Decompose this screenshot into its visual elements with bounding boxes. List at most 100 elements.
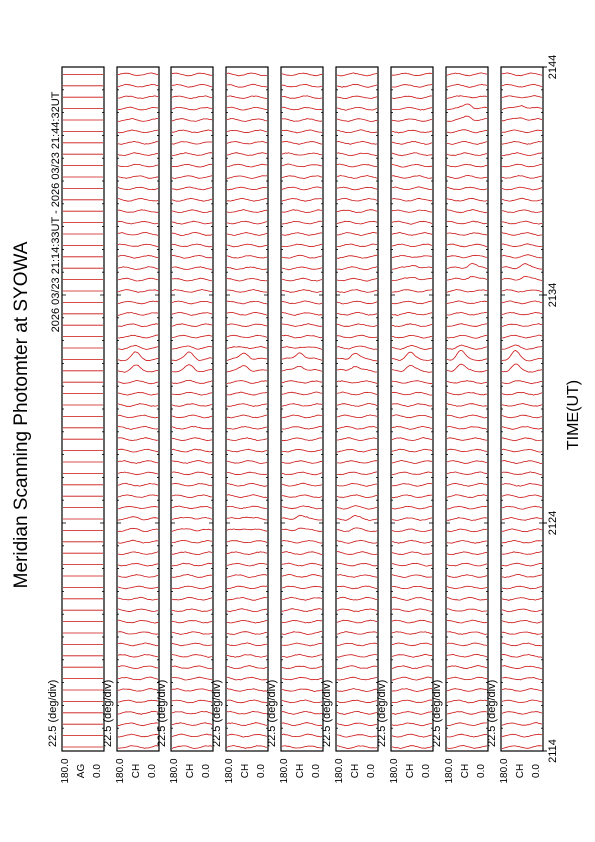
scan-trace [281, 312, 323, 316]
scan-trace [226, 232, 268, 236]
scan-trace [226, 699, 268, 704]
scan-trace [391, 95, 433, 100]
scan-trace [336, 414, 378, 419]
scale-label: 22.5 (deg/div) [266, 680, 278, 747]
scan-trace [281, 562, 323, 567]
scan-trace [171, 505, 213, 510]
scan-trace [171, 448, 213, 453]
scan-trace [501, 311, 543, 316]
scan-trace [391, 699, 433, 704]
scan-trace [117, 118, 159, 122]
scan-trace [281, 289, 323, 293]
scan-trace [392, 72, 433, 77]
scan-trace [446, 642, 488, 647]
scan-trace [281, 539, 323, 544]
scan-trace [391, 403, 433, 407]
scan-trace [117, 608, 159, 613]
scan-trace [391, 118, 433, 122]
scan-trace [391, 300, 433, 305]
scan-trace [391, 311, 433, 316]
scan-trace [446, 254, 488, 259]
panel-3: 22.5 (deg/div)180.0 CH 0.0 [156, 66, 214, 784]
scan-trace [117, 494, 159, 498]
scan-trace [391, 448, 433, 453]
scan-trace [117, 745, 159, 749]
y-top-label: 180.0 [169, 758, 180, 783]
scan-trace [171, 437, 213, 442]
scan-trace [171, 345, 213, 350]
scan-trace [171, 654, 213, 658]
scan-trace [281, 745, 322, 749]
scan-trace [391, 517, 433, 521]
scan-trace [391, 722, 433, 727]
scan-trace [501, 471, 543, 476]
scan-trace [336, 562, 378, 567]
y-bottom-label: 0.0 [311, 764, 322, 778]
scan-trace [117, 562, 159, 567]
scan-trace [391, 631, 433, 635]
scan-trace [501, 263, 543, 270]
scan-trace [336, 514, 378, 521]
scan-trace [446, 596, 488, 601]
scan-trace [117, 391, 159, 396]
scan-trace [281, 471, 323, 476]
scan-trace [336, 483, 377, 487]
scan-trace [446, 528, 488, 533]
scan-trace [446, 197, 488, 202]
scan-trace [392, 84, 433, 88]
y-bottom-label: 0.0 [366, 764, 377, 778]
scan-trace [336, 300, 378, 305]
scan-trace [172, 351, 213, 362]
scan-trace [501, 209, 543, 213]
scan-trace [336, 129, 378, 134]
y-top-label: 180.0 [389, 758, 400, 783]
scan-trace [226, 505, 268, 509]
scan-trace [171, 528, 213, 532]
scan-trace [446, 380, 488, 384]
y-top-label: 180.0 [224, 758, 235, 783]
scan-trace [117, 197, 159, 202]
scan-trace [226, 574, 268, 578]
scan-trace [281, 352, 323, 361]
scan-trace [391, 255, 433, 258]
scan-trace [446, 733, 488, 738]
scan-trace [226, 95, 268, 99]
time-tick-label: 2144 [547, 55, 559, 79]
channel-label: CH [185, 764, 196, 778]
scan-trace [281, 482, 323, 487]
scan-trace [281, 366, 323, 372]
scan-trace [391, 619, 433, 624]
scan-trace [226, 585, 268, 590]
scan-trace [172, 551, 213, 555]
scan-trace [391, 483, 433, 487]
scan-trace [281, 175, 323, 179]
scan-trace [281, 437, 323, 442]
scan-trace [226, 163, 268, 168]
scan-trace [171, 631, 213, 635]
scan-trace [446, 209, 488, 214]
scan-trace [446, 448, 488, 453]
scan-trace [446, 437, 488, 441]
scan-trace [117, 471, 159, 476]
scan-trace [446, 263, 488, 269]
scan-trace [391, 335, 433, 339]
scan-trace [336, 118, 378, 122]
scan-trace [226, 403, 268, 407]
scan-trace [336, 676, 378, 681]
scan-trace [171, 72, 213, 77]
scan-trace [117, 379, 159, 385]
scan-trace [501, 197, 543, 202]
scan-trace [226, 255, 268, 259]
scan-trace [117, 619, 159, 624]
scan-trace [117, 642, 159, 647]
scan-trace [171, 379, 213, 385]
scan-trace [502, 676, 543, 681]
scan-trace [446, 334, 488, 339]
scan-trace [226, 733, 268, 738]
scan-trace [171, 106, 213, 111]
scan-trace [501, 186, 543, 191]
scan-trace [171, 620, 213, 624]
scan-trace [391, 437, 433, 442]
scan-trace [117, 152, 159, 157]
scan-trace [281, 391, 323, 396]
